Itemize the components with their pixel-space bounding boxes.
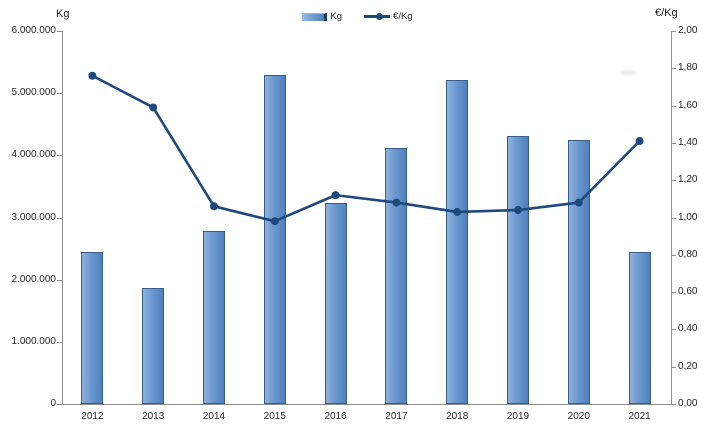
- right-axis-tick-label: 0,20: [678, 360, 698, 372]
- bar-series-swatch-icon: [302, 12, 328, 21]
- right-axis-tick-label: 0,00: [678, 398, 698, 409]
- right-axis-tick-mark: [671, 292, 676, 294]
- left-axis-tick-label: 3.000.000: [11, 211, 57, 223]
- left-axis-tick-mark: [57, 404, 62, 405]
- left-axis-tick-label: 4.000.000: [11, 149, 57, 161]
- category-label: 2012: [81, 411, 104, 422]
- left-axis-tick-mark: [57, 155, 62, 157]
- right-axis-tick-mark: [671, 142, 676, 144]
- left-axis-tick-mark: [57, 279, 62, 281]
- right-axis-tick-mark: [671, 68, 676, 70]
- category-label: 2017: [385, 411, 408, 422]
- bar-2014: [203, 231, 225, 404]
- category-label: 2014: [202, 411, 226, 422]
- right-axis-title: €/Kg: [655, 7, 678, 19]
- line-marker-2012: [88, 71, 97, 80]
- legend-label-eur-per-kg: €/Kg: [393, 11, 413, 22]
- bar-2017: [385, 147, 408, 404]
- smudge-artifact: [620, 70, 636, 75]
- price-line-series: [88, 71, 644, 226]
- category-label: 2013: [142, 411, 165, 422]
- bar-2020: [567, 139, 590, 404]
- right-axis-tick-label: 0,40: [678, 323, 698, 335]
- legend-item-kg: Kg: [302, 11, 342, 22]
- right-axis-tick-label: 0,80: [678, 248, 698, 260]
- right-axis-tick-mark: [671, 366, 676, 368]
- right-axis-tick-label: 1,60: [678, 99, 698, 111]
- line-swatch-stroke: [364, 15, 391, 18]
- bar-2021: [628, 252, 651, 404]
- category-label: 2020: [567, 411, 590, 422]
- left-axis-tick-label: 2.000.000: [11, 273, 57, 285]
- right-axis-tick-label: 1,40: [678, 136, 698, 148]
- line-marker-2019: [514, 206, 522, 215]
- category-label: 2015: [263, 411, 286, 422]
- left-axis-tick-mark: [57, 217, 62, 219]
- legend-item-eur-per-kg: €/Kg: [364, 11, 413, 22]
- line-marker-2020: [574, 198, 583, 207]
- left-axis-tick-mark: [57, 93, 62, 95]
- line-marker-2021: [635, 137, 644, 146]
- line-marker-2013: [149, 103, 158, 112]
- category-label: 2018: [446, 411, 469, 422]
- right-axis-tick-label: 1,00: [678, 211, 698, 223]
- bar-2013: [142, 287, 165, 404]
- bar-2018: [446, 80, 469, 404]
- category-label: 2021: [628, 411, 651, 422]
- left-axis-tick-label: 1.000.000: [11, 335, 57, 347]
- right-axis-tick-mark: [671, 254, 676, 256]
- bar-2016: [324, 202, 347, 404]
- left-axis-tick-label: 0: [50, 398, 56, 409]
- legend: Kg €/Kg: [228, 11, 488, 22]
- line-marker-2014: [210, 202, 218, 211]
- right-axis-tick-mark: [671, 31, 676, 32]
- left-axis-tick-mark: [57, 341, 62, 343]
- right-axis-tick-label: 2,00: [678, 25, 698, 36]
- bar-2015: [263, 74, 286, 404]
- right-axis-tick-mark: [671, 105, 676, 107]
- line-path: [91, 74, 641, 223]
- line-marker-2015: [270, 217, 279, 226]
- category-label: 2019: [506, 411, 530, 422]
- right-axis-tick-mark: [671, 404, 676, 405]
- line-marker-2018: [453, 207, 462, 216]
- left-axis-tick-label: 5.000.000: [11, 87, 57, 99]
- right-axis-tick-mark: [671, 329, 676, 331]
- right-axis-tick-label: 1,20: [678, 174, 698, 186]
- right-axis-tick-label: 0,60: [678, 286, 698, 298]
- right-axis-tick-label: 1,80: [678, 62, 698, 74]
- bar-2012: [81, 251, 104, 404]
- line-marker-2016: [331, 191, 340, 200]
- right-axis-tick-mark: [671, 217, 676, 219]
- category-label: 2016: [324, 411, 347, 422]
- left-axis-tick-label: 6.000.000: [11, 25, 57, 36]
- legend-label-kg: Kg: [330, 11, 343, 22]
- right-axis-tick-mark: [671, 180, 676, 182]
- line-series-swatch-icon: [364, 13, 391, 20]
- line-marker-2017: [392, 198, 401, 207]
- left-axis-title: Kg: [56, 8, 70, 20]
- line-swatch-marker: [376, 13, 384, 20]
- left-axis-tick-mark: [57, 31, 62, 32]
- bar-2019: [507, 136, 529, 404]
